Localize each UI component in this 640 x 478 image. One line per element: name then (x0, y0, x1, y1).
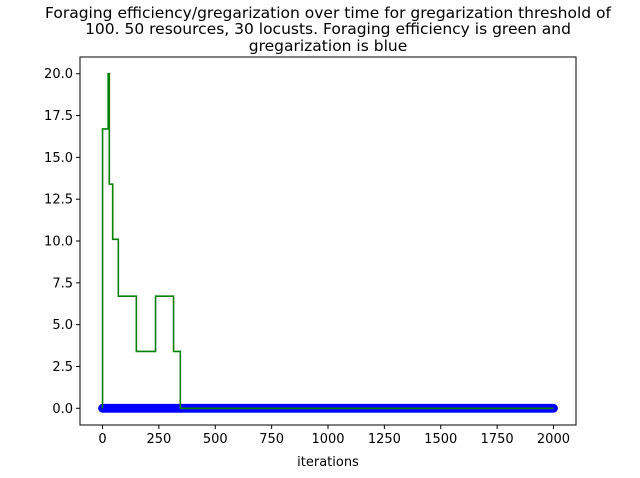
y-tick-label: 17.5 (44, 109, 73, 124)
foraging-efficiency-line (101, 72, 554, 410)
plot-background (80, 57, 576, 425)
y-tick-label: 5.0 (52, 318, 73, 333)
y-tick-label: 7.5 (52, 276, 73, 291)
chart-title-line-1: Foraging efficiency/gregarization over t… (45, 4, 612, 22)
x-tick-label: 1750 (481, 432, 514, 447)
x-tick-label: 500 (203, 432, 228, 447)
y-tick-label: 2.5 (52, 360, 73, 375)
y-tick-label: 20.0 (44, 67, 73, 82)
plot-area (79, 56, 577, 426)
x-tick-label: 2000 (537, 432, 570, 447)
y-axis: 0.0 2.5 5.0 7.5 10.0 12.5 15.0 17.5 20.0 (44, 67, 80, 417)
x-tick-label: 1250 (368, 432, 401, 447)
series-layer (98, 72, 558, 413)
x-axis: 0 250 500 750 1000 1250 1500 1750 2000 (98, 425, 570, 447)
y-tick-label: 10.0 (44, 235, 73, 250)
y-tick-label: 12.5 (44, 193, 73, 208)
x-tick-label: 250 (146, 432, 171, 447)
chart-title: Foraging efficiency/gregarization over t… (45, 4, 612, 55)
y-tick-label: 15.0 (44, 151, 73, 166)
x-tick-label: 1000 (311, 432, 344, 447)
x-tick-label: 1500 (424, 432, 457, 447)
x-axis-label: iterations (297, 455, 359, 470)
y-tick-label: 0.0 (52, 402, 73, 417)
chart-title-line-3: gregarization is blue (249, 37, 408, 55)
x-tick-label: 0 (98, 432, 106, 447)
chart-title-line-2: 100. 50 resources, 30 locusts. Foraging … (85, 20, 571, 38)
x-tick-label: 750 (259, 432, 284, 447)
